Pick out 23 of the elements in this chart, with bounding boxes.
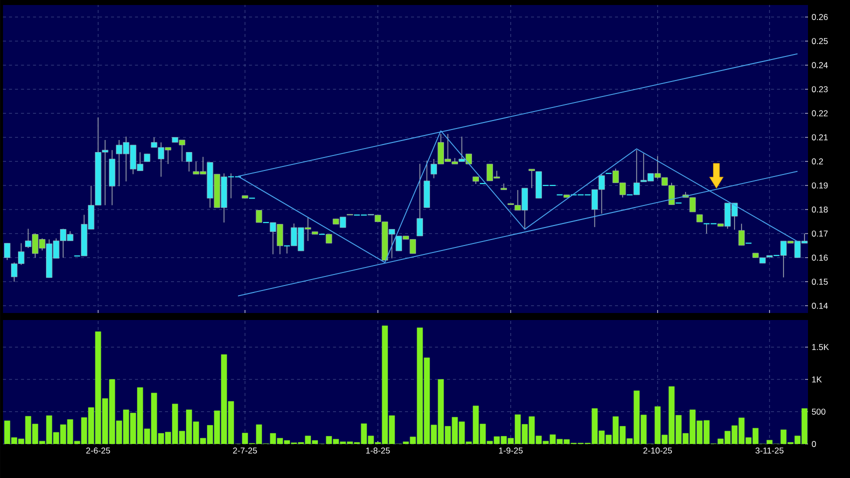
y-tick-label: 0.23 <box>812 86 828 92</box>
y-tick-label: 0.22 <box>812 110 828 116</box>
y-tick-label: 1K <box>812 376 822 382</box>
x-tick-label: 2-7-25 <box>233 448 257 454</box>
x-tick-label: 1-9-25 <box>499 448 523 454</box>
y-tick-label: 0.24 <box>812 62 828 68</box>
y-tick-label: 0.17 <box>812 230 828 237</box>
y-tick-label: 0.26 <box>812 14 828 20</box>
x-tick-label: 3-11-25 <box>756 448 784 454</box>
x-tick-label: 1-8-25 <box>366 448 390 454</box>
y-tick-label: 1.5K <box>812 344 829 350</box>
y-tick-label: 0.21 <box>812 134 828 140</box>
y-tick-label: 500 <box>812 408 826 415</box>
y-tick-label: 0.25 <box>812 38 828 44</box>
y-tick-label: 0.16 <box>812 254 828 261</box>
y-tick-label: 0.15 <box>812 278 828 285</box>
y-tick-label: 0 <box>812 440 816 447</box>
y-tick-label: 0.2 <box>812 158 823 164</box>
y-tick-label: 0.14 <box>812 302 828 309</box>
y-tick-label: 0.18 <box>812 206 828 213</box>
x-tick-label: 2-6-25 <box>86 448 110 454</box>
x-tick-label: 2-10-25 <box>643 448 672 454</box>
y-tick-label: 0.19 <box>812 182 828 188</box>
